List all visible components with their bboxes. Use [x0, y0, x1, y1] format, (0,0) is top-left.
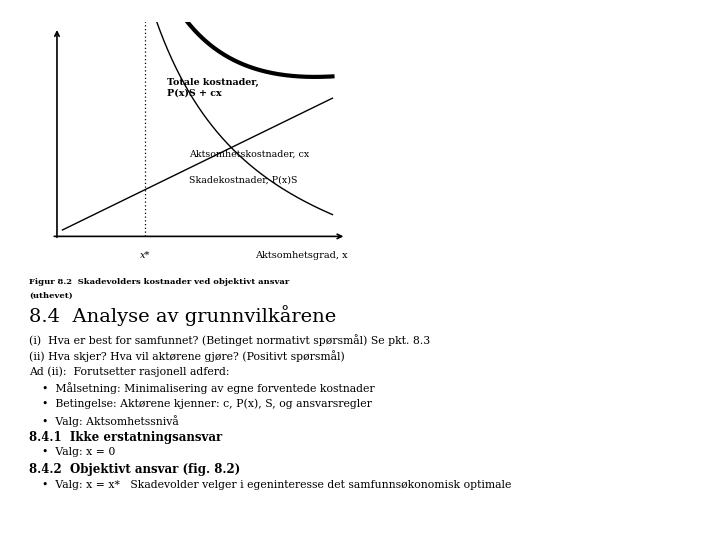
Text: Skadekostnader, P(x)S: Skadekostnader, P(x)S	[189, 176, 297, 185]
Text: 8.4.1  Ikke erstatningsansvar: 8.4.1 Ikke erstatningsansvar	[29, 431, 222, 444]
Text: •  Betingelse: Aktørene kjenner: c, P(x), S, og ansvarsregler: • Betingelse: Aktørene kjenner: c, P(x),…	[42, 399, 372, 409]
Text: •  Valg: Aktsomhetssnivå: • Valg: Aktsomhetssnivå	[42, 415, 179, 427]
Text: (uthevet): (uthevet)	[29, 292, 73, 300]
Text: •  Valg: x = x*   Skadevolder velger i egeninteresse det samfunnsøkonomisk optim: • Valg: x = x* Skadevolder velger i egen…	[42, 480, 511, 490]
Text: 8.4.2  Objektivt ansvar (fig. 8.2): 8.4.2 Objektivt ansvar (fig. 8.2)	[29, 463, 240, 476]
Text: Aktsomhetsgrad, x: Aktsomhetsgrad, x	[256, 251, 348, 260]
Text: •  Valg: x = 0: • Valg: x = 0	[42, 447, 115, 457]
Text: •  Målsetning: Minimalisering av egne forventede kostnader: • Målsetning: Minimalisering av egne for…	[42, 382, 374, 394]
Text: Ad (ii):  Forutsetter rasjonell adferd:: Ad (ii): Forutsetter rasjonell adferd:	[29, 366, 229, 377]
Text: 8.4  Analyse av grunnvilkårene: 8.4 Analyse av grunnvilkårene	[29, 305, 336, 326]
Text: (i)  Hva er best for samfunnet? (Betinget normativt spørsmål) Se pkt. 8.3: (i) Hva er best for samfunnet? (Betinget…	[29, 334, 430, 346]
Text: Aktsomhetskostnader, cx: Aktsomhetskostnader, cx	[189, 150, 310, 159]
Text: Totale kostnader,
P(x)S + cx: Totale kostnader, P(x)S + cx	[167, 78, 259, 97]
Text: (ii) Hva skjer? Hva vil aktørene gjøre? (Positivt spørsmål): (ii) Hva skjer? Hva vil aktørene gjøre? …	[29, 350, 345, 362]
Text: x*: x*	[140, 251, 150, 260]
Text: Figur 8.2  Skadevolders kostnader ved objektivt ansvar: Figur 8.2 Skadevolders kostnader ved obj…	[29, 278, 289, 286]
